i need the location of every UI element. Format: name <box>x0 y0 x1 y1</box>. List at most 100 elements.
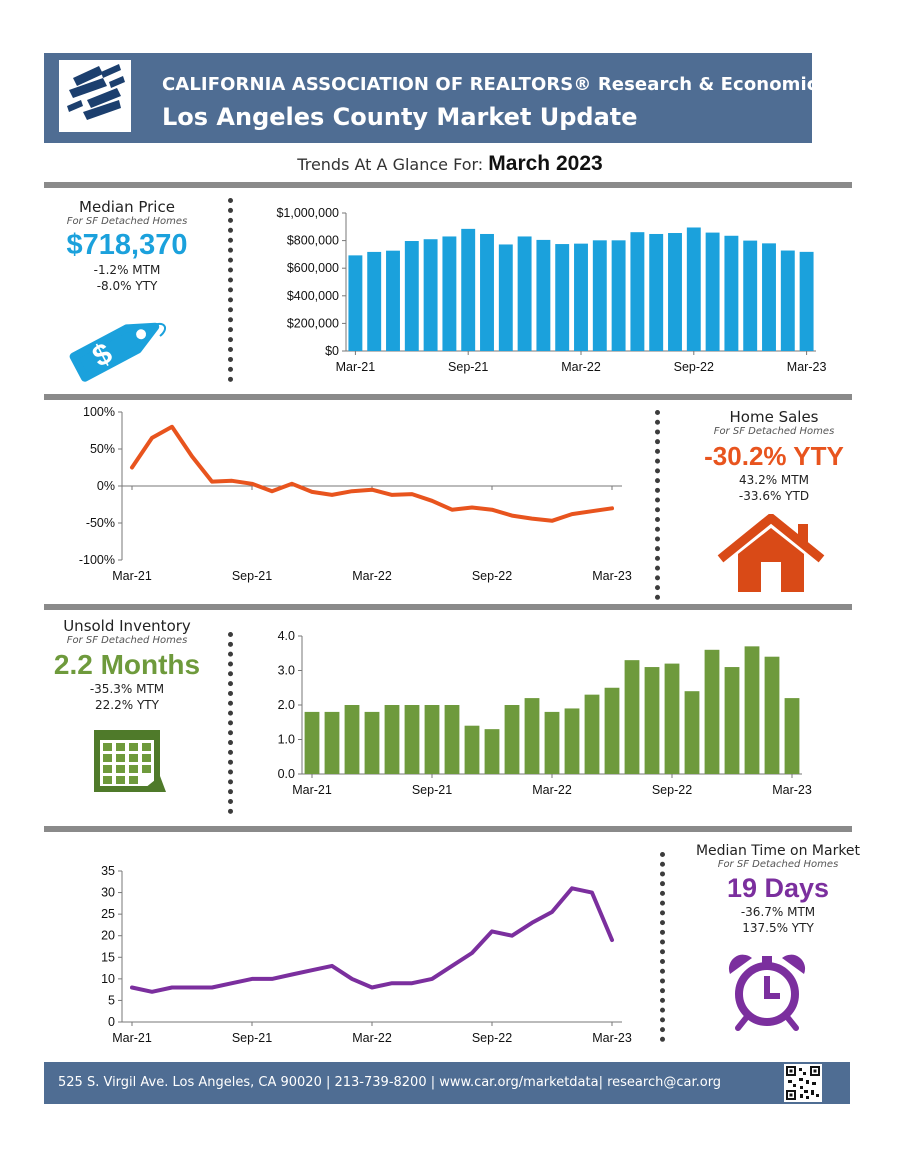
trends-line: Trends At A Glance For: March 2023 <box>0 152 900 176</box>
data-point <box>590 509 594 513</box>
series-line <box>130 886 614 994</box>
bar <box>484 729 500 774</box>
stat-yty: -8.0% YTY <box>96 279 158 293</box>
data-point <box>490 929 494 933</box>
stat-mtm: -36.7% MTM <box>740 905 816 919</box>
stat-sub: For SF Detached Homes <box>66 635 188 646</box>
x-tick-label: Sep-22 <box>652 783 692 797</box>
data-point <box>490 508 494 512</box>
car-logo <box>59 60 131 132</box>
y-tick-label: 0 <box>108 1015 115 1029</box>
y-tick-label: -100% <box>79 553 115 567</box>
data-point <box>270 489 274 493</box>
series-line <box>130 424 614 523</box>
stat-yty: 22.2% YTY <box>95 698 159 712</box>
x-tick-label: Mar-23 <box>592 569 632 583</box>
y-tick-label: 30 <box>101 886 115 900</box>
stat-value: -30.2% YTY <box>704 441 844 471</box>
bar <box>423 239 438 351</box>
section-divider <box>44 394 852 400</box>
x-tick-label: Mar-22 <box>352 569 392 583</box>
y-tick-label: 2.0 <box>278 698 295 712</box>
y-tick-label: 4.0 <box>278 629 295 643</box>
data-point <box>610 938 614 942</box>
section-divider <box>44 604 852 610</box>
bar <box>686 227 701 351</box>
bar <box>780 250 795 351</box>
y-tick-label: 100% <box>83 405 115 419</box>
home-sales-stat: Home Sales For SF Detached Homes -30.2% … <box>690 408 858 504</box>
data-point <box>570 886 574 890</box>
data-point <box>170 985 174 990</box>
data-point <box>550 910 554 914</box>
y-tick-label: 3.0 <box>278 664 295 678</box>
section-divider <box>44 826 852 832</box>
bar <box>724 667 740 774</box>
dotted-separator <box>660 852 669 1042</box>
dotted-separator <box>228 632 237 814</box>
bar <box>624 660 640 774</box>
y-tick-label: 5 <box>108 993 115 1007</box>
x-tick-label: Mar-21 <box>336 360 376 374</box>
bar <box>784 698 800 774</box>
bar <box>348 255 363 351</box>
bar <box>564 708 580 774</box>
bar <box>498 244 513 351</box>
data-point <box>450 508 454 512</box>
bar <box>524 698 540 774</box>
bar <box>461 228 476 351</box>
bar <box>684 691 700 774</box>
data-point <box>390 493 394 497</box>
x-tick-label: Sep-22 <box>674 360 714 374</box>
data-point <box>130 985 134 990</box>
data-point <box>270 977 274 981</box>
stat-mtm: -35.3% MTM <box>89 682 165 696</box>
bar <box>304 711 320 774</box>
bar <box>644 667 660 774</box>
time-on-market-chart: 0 5 10 15 20 25 30 35 Mar-21 Sep-21 Mar-22 Sep-22 Ma… <box>101 864 632 1045</box>
trends-prefix: Trends At A Glance For: <box>297 155 489 174</box>
x-tick-label: Sep-21 <box>448 360 488 374</box>
data-point <box>590 890 594 895</box>
data-point <box>530 921 534 925</box>
data-point <box>530 516 534 521</box>
data-point <box>230 479 234 483</box>
y-tick-label: $200,000 <box>287 316 339 330</box>
inventory-chart: 0.0 1.0 2.0 3.0 4.0 Mar-21 Sep-21 Mar-22 Sep-22 M… <box>278 629 812 797</box>
x-tick-label: Mar-23 <box>787 360 827 374</box>
time-on-market-stat: Median Time on Market For SF Detached Ho… <box>690 843 866 936</box>
y-tick-label: 0.0 <box>278 767 295 781</box>
bar <box>764 656 780 774</box>
bar <box>664 663 680 774</box>
data-point <box>510 934 514 938</box>
bar <box>364 711 380 774</box>
org-name: CALIFORNIA ASSOCIATION OF REALTORS® Rese… <box>162 74 829 95</box>
data-point <box>350 977 354 981</box>
x-tick-label: Mar-23 <box>592 1031 632 1045</box>
trends-period: March 2023 <box>488 152 603 175</box>
bar <box>404 241 419 351</box>
stat-label: Home Sales <box>729 408 819 426</box>
dotted-separator <box>655 410 664 600</box>
stat-value: $718,370 <box>66 229 188 261</box>
x-tick-label: Mar-21 <box>292 783 332 797</box>
home-sales-chart: -100% -50% 0% 50% 100% Mar-21 Sep-21 Mar-22 Sep-… <box>79 405 632 583</box>
data-point <box>610 506 614 510</box>
bar <box>611 240 626 351</box>
bar <box>444 705 460 774</box>
y-tick-label: 35 <box>101 864 115 878</box>
x-tick-label: Sep-21 <box>232 1031 272 1045</box>
y-tick-label: 15 <box>101 950 115 964</box>
y-tick-label: $600,000 <box>287 261 339 275</box>
stat-sub: For SF Detached Homes <box>713 426 835 437</box>
house-icon <box>716 512 826 598</box>
data-point <box>230 981 234 985</box>
bar <box>705 232 720 351</box>
data-point <box>130 465 134 470</box>
bar <box>464 725 480 774</box>
data-point <box>470 505 474 510</box>
stat-sub: For SF Detached Homes <box>717 859 839 870</box>
y-tick-label: 25 <box>101 907 115 921</box>
data-point <box>410 981 414 985</box>
bar <box>536 239 551 351</box>
